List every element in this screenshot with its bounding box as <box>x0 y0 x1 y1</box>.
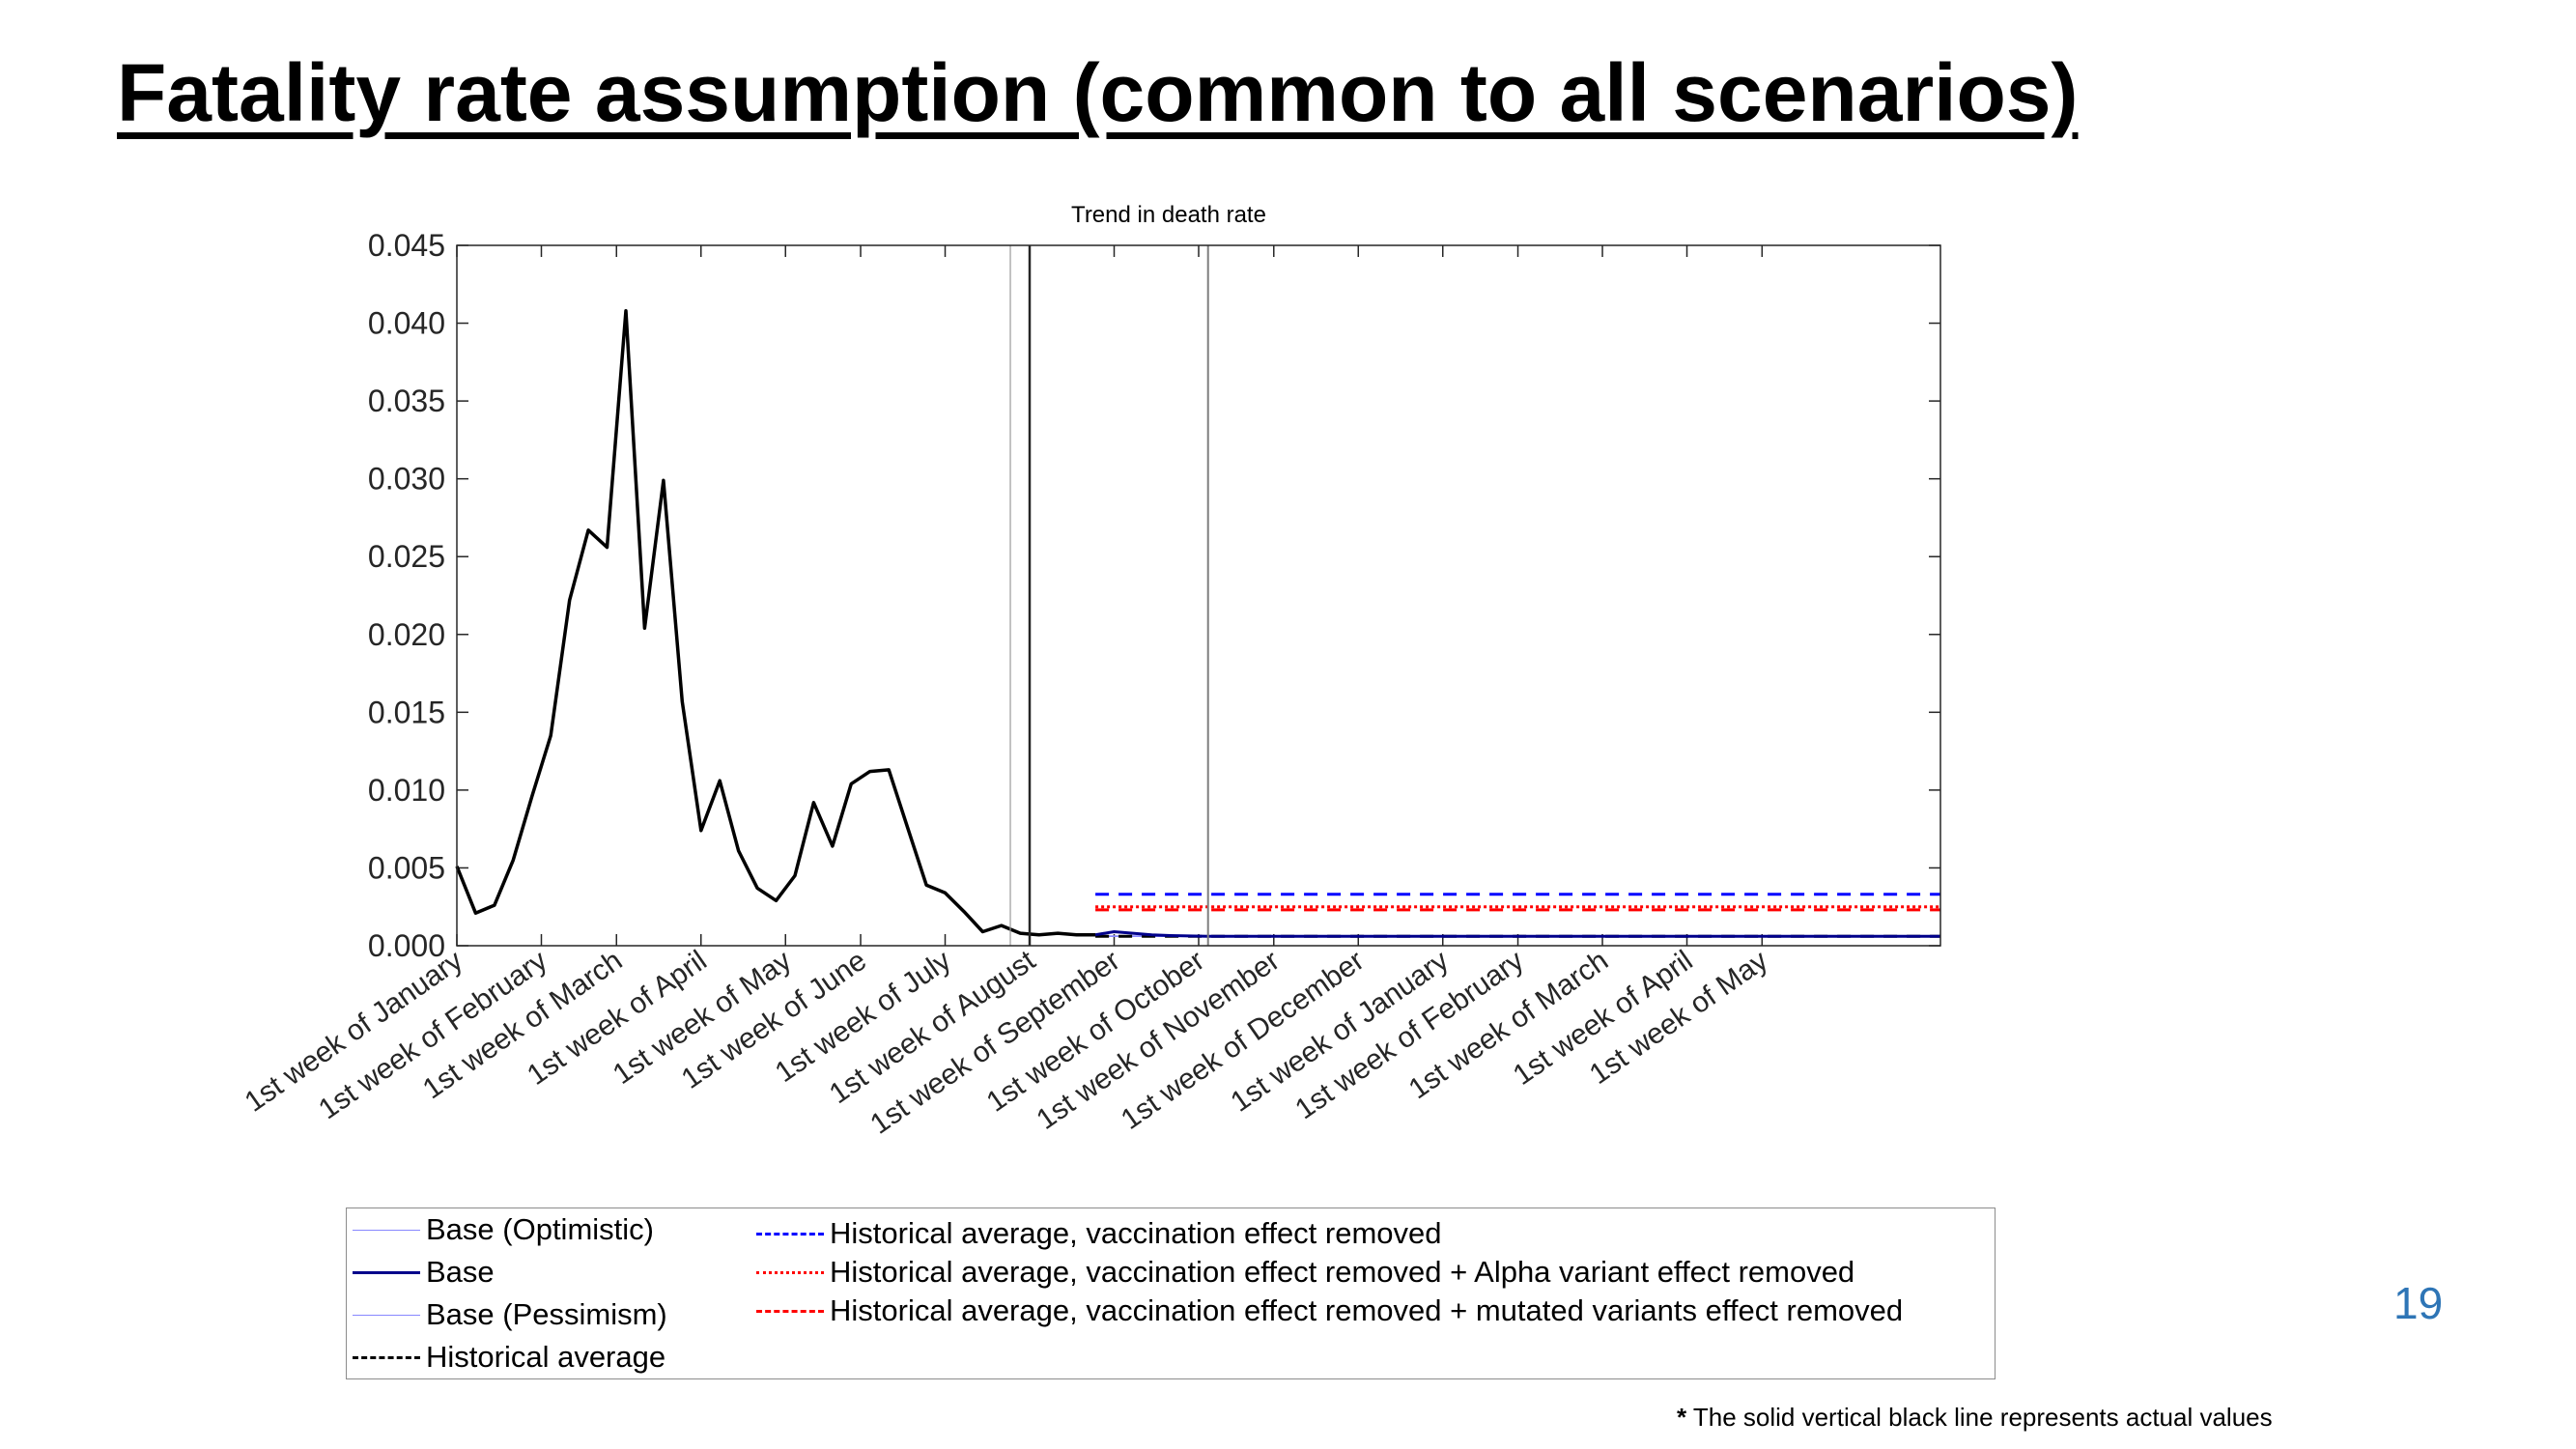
chart-legend: Base (Optimistic) Base Base (Pessimism) … <box>346 1208 1996 1379</box>
y-axis-tick-labels: 0.000 0.005 0.010 0.015 0.020 0.025 0.030 0.035… <box>368 228 445 963</box>
actual-values-lines <box>1009 245 1209 946</box>
legend-item-historical-average: Historical average <box>353 1340 665 1375</box>
legend-item-base-pessimism: Base (Pessimism) <box>353 1297 667 1332</box>
legend-item-base: Base <box>353 1255 495 1290</box>
legend-label: Base <box>426 1255 495 1289</box>
legend-item-hist-vacc-removed: Historical average, vaccination effect r… <box>756 1216 1442 1251</box>
plot-area-frame <box>456 244 1941 947</box>
legend-label: Historical average <box>426 1340 666 1374</box>
chart-title: Trend in death rate <box>1071 202 1266 228</box>
footnote-text: The solid vertical black line represents… <box>1686 1403 2273 1432</box>
legend-swatch <box>353 1355 420 1359</box>
y-tick-label: 0.025 <box>368 539 445 574</box>
legend-swatch <box>756 1232 824 1236</box>
legend-label: Historical average, vaccination effect r… <box>830 1255 1855 1289</box>
y-tick-label: 0.030 <box>368 462 445 497</box>
y-tick-label: 0.000 <box>368 928 445 963</box>
y-tick-label: 0.045 <box>368 228 445 263</box>
page-number: 19 <box>2393 1278 2444 1328</box>
legend-swatch <box>756 1309 824 1313</box>
legend-label: Historical average, vaccination effect r… <box>830 1293 1904 1327</box>
y-tick-label: 0.010 <box>368 773 445 808</box>
legend-swatch <box>353 1270 420 1274</box>
y-tick-label: 0.015 <box>368 695 445 729</box>
footnote-marker: * <box>1677 1403 1687 1432</box>
y-tick-label: 0.040 <box>368 306 445 341</box>
legend-label: Historical average, vaccination effect r… <box>830 1216 1442 1250</box>
legend-label: Base (Pessimism) <box>426 1297 667 1331</box>
legend-item-hist-alpha-removed: Historical average, vaccination effect r… <box>756 1255 1854 1290</box>
series-line <box>1094 930 1940 938</box>
series-lines <box>455 308 1940 938</box>
footnote: * The solid vertical black line represen… <box>1677 1403 2273 1433</box>
series-line <box>455 308 1096 937</box>
legend-label: Base (Optimistic) <box>426 1212 654 1246</box>
y-tick-label: 0.035 <box>368 384 445 418</box>
legend-swatch <box>353 1229 420 1231</box>
y-tick-label: 0.005 <box>368 850 445 885</box>
legend-swatch <box>756 1270 824 1274</box>
slide-title: Fatality rate assumption (common to all … <box>117 47 2079 138</box>
legend-swatch <box>353 1314 420 1316</box>
legend-item-hist-mutated-removed: Historical average, vaccination effect r… <box>756 1293 1903 1328</box>
legend-item-base-optimistic: Base (Optimistic) <box>353 1212 654 1247</box>
axes-ticks <box>456 244 1940 947</box>
y-tick-label: 0.020 <box>368 617 445 652</box>
